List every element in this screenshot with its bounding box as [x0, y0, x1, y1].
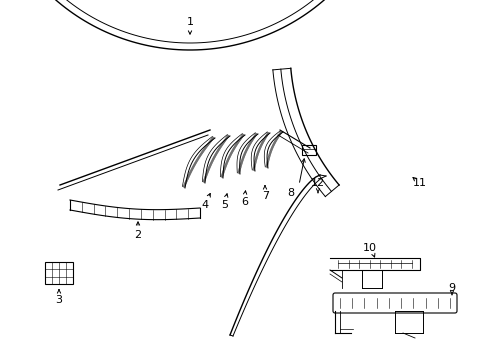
Text: 8: 8	[287, 188, 294, 198]
Text: 5: 5	[221, 200, 228, 210]
Text: 12: 12	[310, 178, 325, 188]
Text: 6: 6	[241, 197, 248, 207]
Text: 10: 10	[362, 243, 376, 253]
Text: 9: 9	[447, 283, 455, 293]
Text: 3: 3	[55, 295, 62, 305]
Bar	[45, 262, 73, 284]
Text: 4: 4	[201, 200, 208, 210]
Text: 11: 11	[412, 178, 426, 188]
Text: 1: 1	[186, 17, 193, 27]
Text: 7: 7	[262, 191, 269, 201]
Text: 2: 2	[134, 230, 141, 240]
